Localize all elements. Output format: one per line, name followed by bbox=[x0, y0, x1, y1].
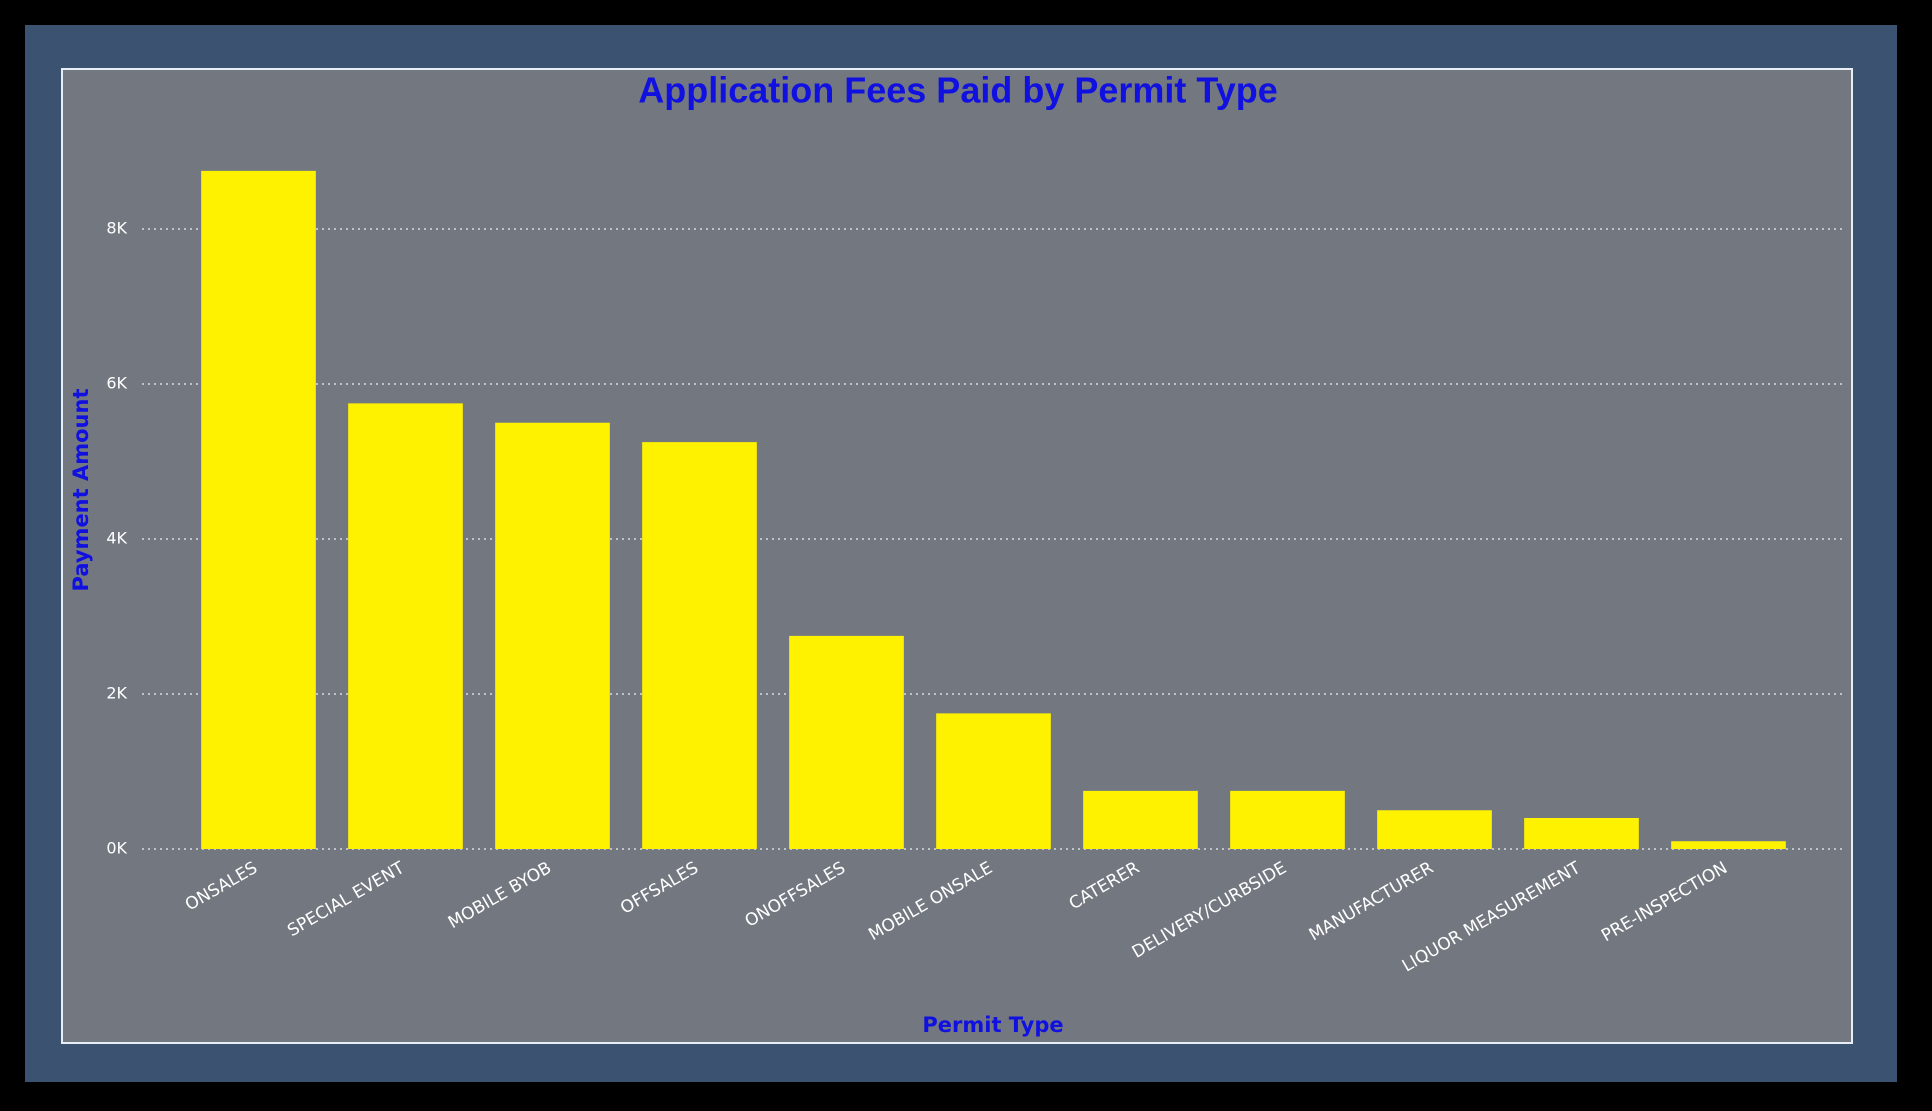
bar bbox=[936, 713, 1051, 849]
bar bbox=[1230, 790, 1345, 849]
bar bbox=[642, 442, 757, 849]
bar bbox=[1377, 810, 1492, 849]
y-axis-label: Payment Amount bbox=[69, 389, 93, 592]
bar bbox=[1524, 818, 1639, 849]
y-tick-label: 0K bbox=[106, 839, 127, 858]
y-tick-label: 8K bbox=[106, 219, 127, 238]
bar bbox=[789, 635, 904, 849]
y-tick-label: 4K bbox=[106, 529, 127, 548]
bar bbox=[1083, 790, 1198, 849]
chart-title: Application Fees Paid by Permit Type bbox=[638, 70, 1278, 111]
bar bbox=[495, 422, 610, 849]
bar bbox=[201, 170, 316, 849]
x-axis-label: Permit Type bbox=[922, 1013, 1063, 1037]
y-tick-label: 6K bbox=[106, 374, 127, 393]
bar bbox=[348, 403, 463, 849]
y-tick-label: 2K bbox=[106, 684, 127, 703]
bar bbox=[1671, 841, 1786, 849]
